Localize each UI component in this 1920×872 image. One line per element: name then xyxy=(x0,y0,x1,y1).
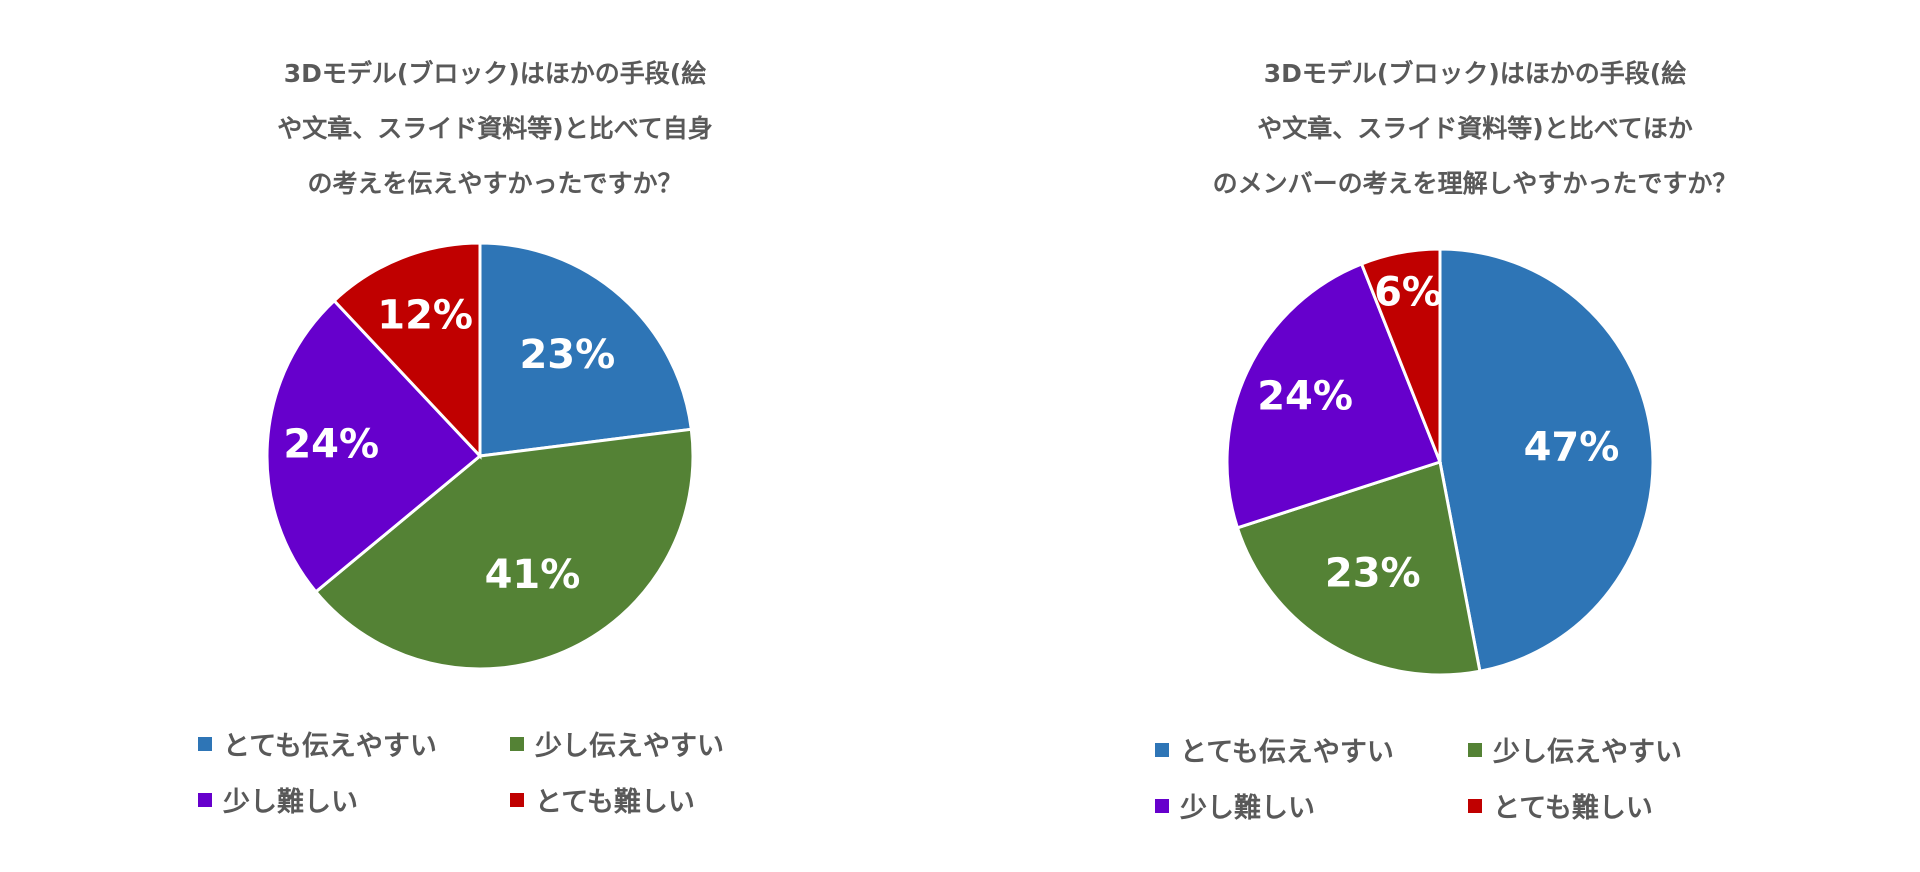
legend-swatch xyxy=(510,792,524,807)
pie-slice xyxy=(1359,247,1442,463)
legend-swatch xyxy=(198,736,212,751)
pie-slice xyxy=(332,241,482,460)
legend-label: 少し伝えやすい xyxy=(535,731,724,762)
legend-item: 少し難しい xyxy=(198,780,358,819)
legend-swatch xyxy=(198,792,212,807)
data-label: 24% xyxy=(283,422,379,468)
legend-item: とても難しい xyxy=(1468,786,1653,825)
legend-item: 少し伝えやすい xyxy=(1468,730,1682,769)
legend-item: とても伝えやすい xyxy=(198,724,437,763)
pie-chart: 47% 23% 24% 6% xyxy=(1225,247,1655,677)
pie-slice xyxy=(265,298,483,594)
legend-label: とても難しい xyxy=(1493,793,1653,824)
legend-label: 少し伝えやすい xyxy=(1493,737,1682,768)
data-label: 6% xyxy=(1374,270,1442,316)
legend-swatch xyxy=(1468,742,1482,757)
legend-swatch xyxy=(1155,742,1169,757)
legend-label: 少し難しい xyxy=(223,787,358,818)
legend-label: とても難しい xyxy=(535,787,695,818)
legend-item: とても伝えやすい xyxy=(1155,730,1394,769)
title-line: や文章、スライド資料等)と比べて自身 xyxy=(277,114,713,143)
chart-title: 3Dモデル(ブロック)はほかの手段(絵 や文章、スライド資料等)と比べてほか の… xyxy=(1110,46,1840,211)
data-label: 12% xyxy=(377,292,473,338)
legend-swatch xyxy=(510,736,524,751)
chart-panel-left: 3Dモデル(ブロック)はほかの手段(絵 や文章、スライド資料等)と比べて自身 の… xyxy=(150,0,840,872)
title-line: 3Dモデル(ブロック)はほかの手段(絵 xyxy=(283,59,707,88)
legend-item: 少し伝えやすい xyxy=(510,724,724,763)
data-label: 23% xyxy=(519,332,615,378)
chart-panel-right: 3Dモデル(ブロック)はほかの手段(絵 や文章、スライド資料等)と比べてほか の… xyxy=(1110,0,1840,872)
legend-item: とても難しい xyxy=(510,780,695,819)
pie-slice xyxy=(478,241,693,458)
title-line: 3Dモデル(ブロック)はほかの手段(絵 xyxy=(1263,59,1687,88)
data-label: 47% xyxy=(1524,425,1620,471)
legend-item: 少し難しい xyxy=(1155,786,1315,825)
data-label: 23% xyxy=(1325,551,1421,597)
pie-slice xyxy=(313,427,695,671)
chart-title: 3Dモデル(ブロック)はほかの手段(絵 や文章、スライド資料等)と比べて自身 の… xyxy=(150,46,840,211)
legend-swatch xyxy=(1155,798,1169,813)
title-line: の考えを伝えやすかったですか？ xyxy=(307,169,683,198)
legend-swatch xyxy=(1468,798,1482,813)
pie-slice xyxy=(1235,460,1482,677)
title-line: のメンバーの考えを理解しやすかったですか？ xyxy=(1212,169,1738,198)
pie-slice xyxy=(1438,247,1655,673)
data-label: 41% xyxy=(485,552,581,598)
pie-chart: 23% 41% 24% 12% xyxy=(265,241,695,671)
legend-label: 少し難しい xyxy=(1180,793,1315,824)
data-label: 24% xyxy=(1257,374,1353,420)
title-line: や文章、スライド資料等)と比べてほか xyxy=(1257,114,1693,143)
legend-label: とても伝えやすい xyxy=(223,731,437,762)
legend-label: とても伝えやすい xyxy=(1180,737,1394,768)
